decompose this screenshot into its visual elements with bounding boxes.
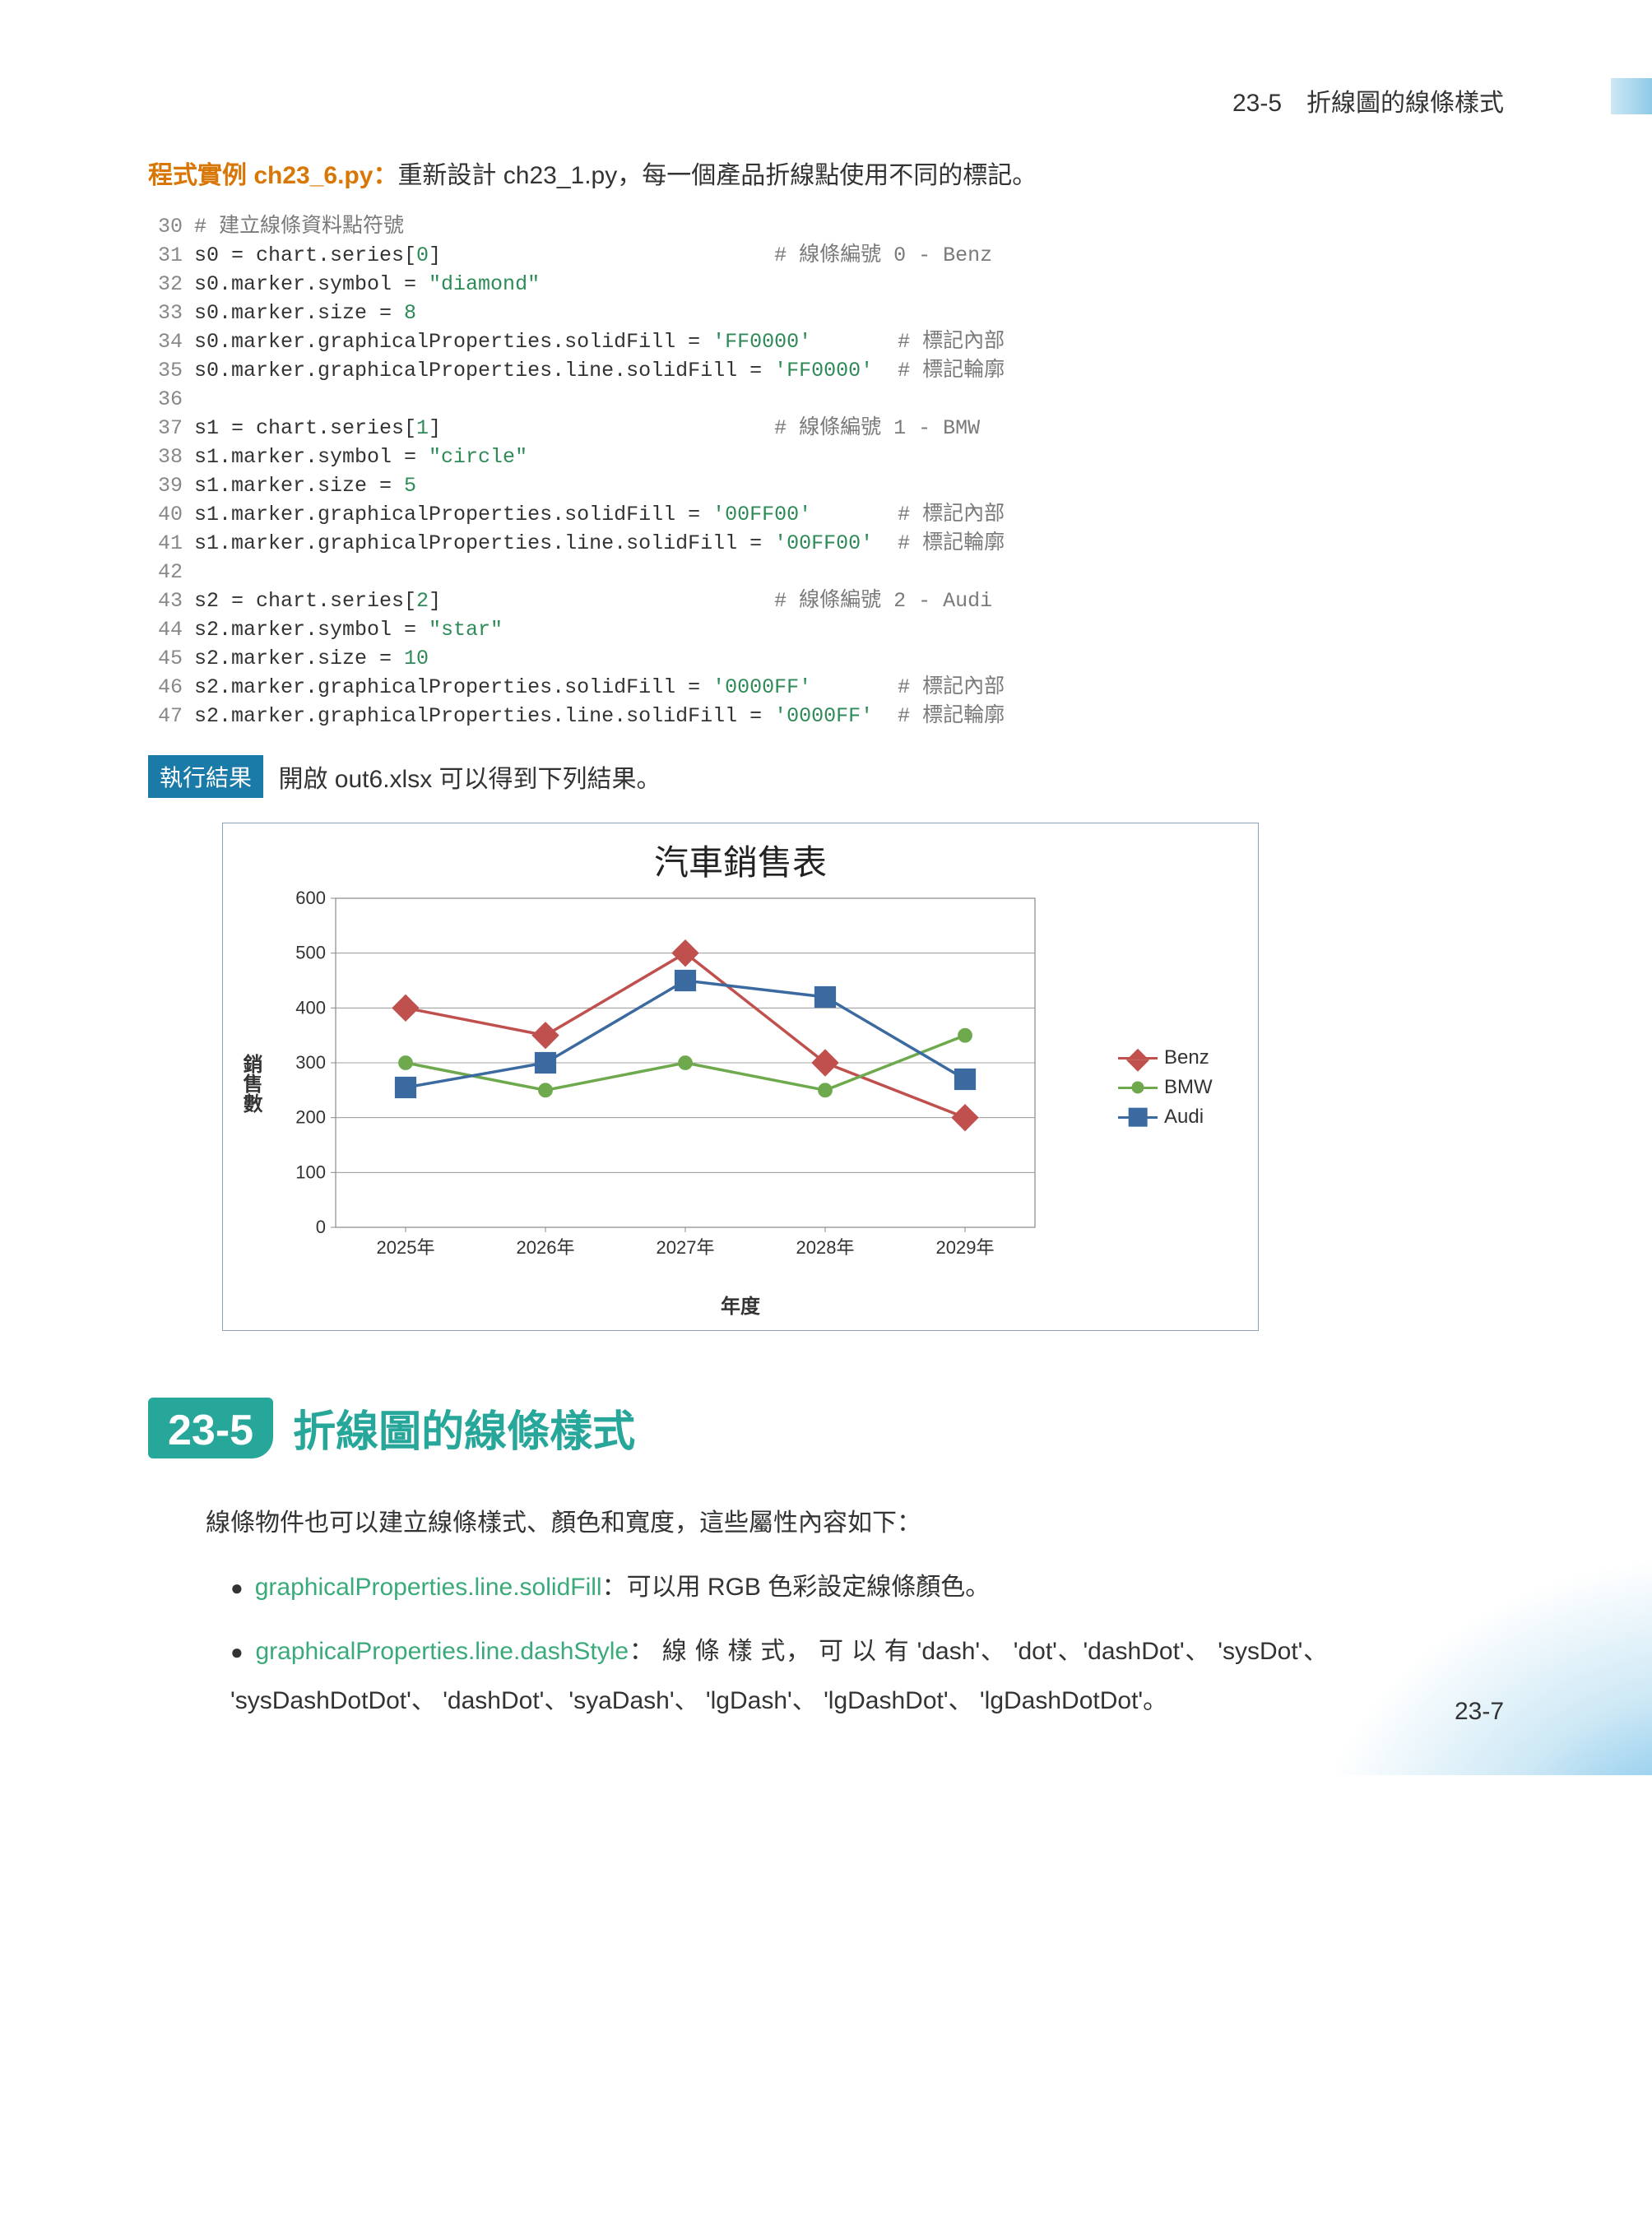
- svg-text:400: 400: [295, 997, 326, 1018]
- result-text: 開啟 out6.xlsx 可以得到下列結果。: [278, 766, 661, 793]
- legend-item: Benz: [1118, 1046, 1241, 1069]
- svg-text:2029年: 2029年: [936, 1237, 995, 1258]
- section-title: 折線圖的線條樣式: [293, 1397, 635, 1458]
- legend-label: Benz: [1164, 1046, 1209, 1069]
- bullet-item: ●graphicalProperties.line.dashStyle： 線 條…: [230, 1627, 1504, 1726]
- example-filename: ch23_6.py: [253, 162, 373, 189]
- section-header: 23-5 折線圖的線條樣式: [148, 1397, 1504, 1458]
- svg-text:2026年: 2026年: [517, 1237, 575, 1258]
- svg-text:2025年: 2025年: [377, 1237, 435, 1258]
- bullet-list: ●graphicalProperties.line.solidFill：可以用 …: [148, 1563, 1504, 1726]
- svg-text:100: 100: [295, 1162, 326, 1182]
- chart-plot: 0 100 200 300 400 500 600 2025年 2026年 2027年 2028年 2…: [270, 890, 1110, 1277]
- svg-text:2027年: 2027年: [657, 1237, 715, 1258]
- svg-text:300: 300: [295, 1052, 326, 1073]
- chart-body: 銷售數 0 100 200 300 400 500 600 2025年 2026年 2027年 20…: [223, 890, 1258, 1285]
- header-section-ref: 23-5 折線圖的線條樣式: [1232, 82, 1504, 118]
- section-number: 23-5: [148, 1398, 273, 1458]
- svg-text:200: 200: [295, 1107, 326, 1128]
- svg-text:500: 500: [295, 943, 326, 963]
- result-label: 執行結果: [148, 755, 263, 798]
- page-content: 程式實例 ch23_6.py：重新設計 ch23_1.py，每一個產品折線點使用…: [148, 156, 1504, 1726]
- svg-text:2028年: 2028年: [796, 1237, 855, 1258]
- svg-text:600: 600: [295, 890, 326, 908]
- header-accent: [1611, 78, 1652, 114]
- chart-svg: 0 100 200 300 400 500 600 2025年 2026年 2027年 2028年 2…: [270, 890, 1060, 1277]
- chart-container: 汽車銷售表 銷售數 0 100 200 300 400 500 600 2025年 2026年 2…: [222, 823, 1259, 1331]
- page-number: 23-7: [1455, 1698, 1504, 1726]
- chart-title: 汽車銷售表: [223, 823, 1258, 890]
- legend-label: Audi: [1164, 1106, 1204, 1129]
- svg-text:0: 0: [316, 1217, 326, 1237]
- body-intro: 線條物件也可以建立線條樣式、顏色和寬度，這些屬性內容如下：: [206, 1500, 1504, 1546]
- code-block: 30# 建立線條資料點符號 31s0 = chart.series[0] # 線…: [148, 212, 1504, 730]
- example-title: 程式實例 ch23_6.py：重新設計 ch23_1.py，每一個產品折線點使用…: [148, 156, 1504, 196]
- legend-label: BMW: [1164, 1076, 1213, 1099]
- example-desc: 重新設計 ch23_1.py，每一個產品折線點使用不同的標記。: [397, 162, 1037, 189]
- chart-ylabel: 銷售數: [231, 1054, 270, 1113]
- example-prefix: 程式實例: [148, 162, 253, 189]
- result-row: 執行結果 開啟 out6.xlsx 可以得到下列結果。: [148, 755, 1504, 798]
- chart-xlabel: 年度: [223, 1285, 1258, 1330]
- example-colon: ：: [373, 162, 397, 189]
- chart-legend: Benz BMW Audi: [1110, 1032, 1241, 1135]
- bullet-item: ●graphicalProperties.line.solidFill：可以用 …: [230, 1563, 1504, 1612]
- chart-border: 汽車銷售表 銷售數 0 100 200 300 400 500 600 2025年 2026年 2…: [222, 823, 1259, 1331]
- legend-item: Audi: [1118, 1106, 1241, 1129]
